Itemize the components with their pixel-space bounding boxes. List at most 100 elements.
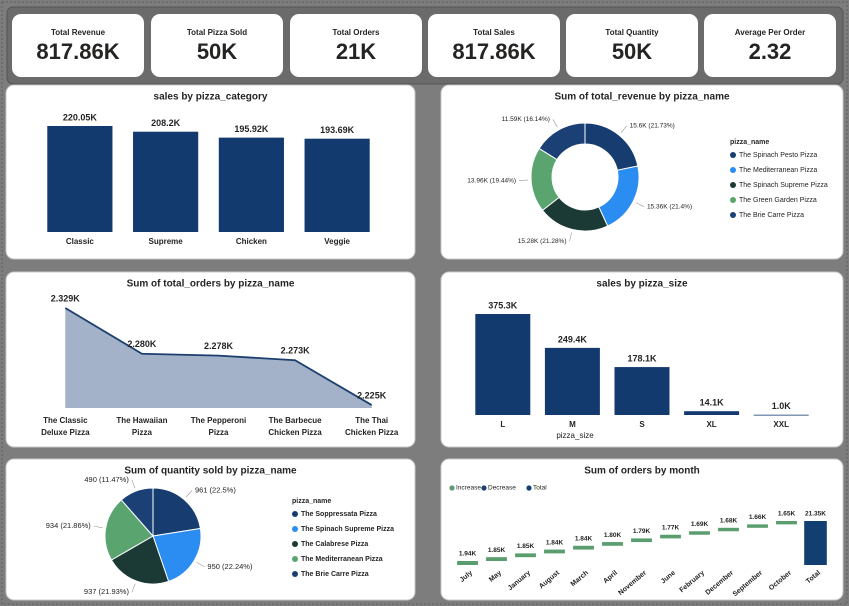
step-bar	[747, 524, 768, 528]
legend-swatch	[730, 197, 736, 203]
legend-label: Total	[533, 485, 547, 492]
legend-swatch	[292, 526, 298, 532]
chart-title: Sum of total_revenue by pizza_name	[554, 92, 729, 103]
bar	[133, 131, 199, 232]
chart-title: sales by pizza_category	[154, 92, 268, 103]
step-bar	[631, 538, 652, 543]
chart-title: Sum of quantity sold by pizza_name	[124, 466, 297, 477]
leader-line	[93, 525, 103, 529]
chart-title: Sum of total_orders by pizza_name	[127, 279, 295, 290]
kpi-value: 817.86K	[452, 39, 535, 64]
bar	[47, 126, 113, 232]
leader-line	[569, 232, 572, 242]
slice	[120, 487, 154, 538]
leader-line	[196, 562, 205, 568]
slice	[110, 535, 170, 585]
step-bar	[515, 553, 536, 558]
data-label: 934 (21.86%)	[46, 521, 92, 530]
data-label: 375.3K	[488, 300, 518, 310]
step-bar	[573, 545, 594, 550]
data-label: 195.92K	[234, 124, 269, 134]
legend-swatch	[481, 485, 487, 491]
kpi-value: 50K	[197, 39, 237, 64]
bar	[753, 414, 809, 416]
legend-label: Decrease	[488, 485, 516, 492]
data-label: 1.68K	[720, 518, 738, 525]
kpi-value: 50K	[612, 39, 652, 64]
legend-label: The Spinach Supreme Pizza	[301, 526, 394, 533]
legend-swatch	[730, 182, 736, 188]
bar	[304, 138, 370, 232]
legend-label: The Spinach Pesto Pizza	[739, 152, 817, 159]
kpi-title: Total Sales	[473, 28, 515, 37]
step-bar	[776, 520, 797, 525]
legend-label: The Soppressata Pizza	[301, 511, 377, 518]
data-label: 1.80K	[604, 532, 622, 539]
x-tick-label: Chicken	[236, 237, 267, 246]
legend-swatch	[526, 485, 532, 491]
kpi-value: 817.86K	[36, 39, 119, 64]
x-tick-label: The Classic Deluxe Pizza	[41, 416, 90, 437]
data-label: 208.2K	[151, 118, 181, 128]
legend-label: The Spinach Supreme Pizza	[739, 182, 828, 189]
legend-label: The Mediterranean Pizza	[739, 167, 817, 174]
legend-title: pizza_name	[730, 139, 769, 146]
chart-title: Sum of orders by month	[584, 466, 700, 477]
slice	[538, 122, 586, 161]
data-label: 13.96K (19.44%)	[467, 177, 516, 184]
x-tick-label: The Barbecue Chicken Pizza	[268, 416, 322, 437]
x-tick-label: XXL	[773, 420, 789, 429]
step-bar	[718, 527, 739, 532]
data-label: 950 (22.24%)	[207, 562, 253, 571]
bar	[614, 367, 670, 415]
bar	[218, 137, 284, 232]
legend-swatch	[292, 511, 298, 517]
data-label: 15.6K (21.73%)	[630, 123, 675, 130]
legend-swatch	[292, 556, 298, 562]
x-tick-label: XL	[706, 420, 716, 429]
kpi-title: Total Quantity	[605, 28, 659, 37]
data-label: 21.35K	[805, 511, 826, 518]
x-tick-label: L	[500, 420, 505, 429]
x-tick-label: M	[569, 420, 576, 429]
data-label: 1.69K	[691, 521, 709, 528]
x-tick-label: The Hawaiian Pizza	[116, 416, 167, 437]
data-label: 961 (22.5%)	[195, 485, 236, 494]
bar	[475, 314, 531, 415]
data-label: 220.05K	[63, 112, 98, 122]
data-label: 1.84K	[546, 539, 564, 546]
data-label: 1.79K	[633, 528, 651, 535]
legend-label: The Green Garden Pizza	[739, 197, 817, 204]
x-tick-label: The Thai Chicken Pizza	[345, 416, 399, 437]
step-bar	[660, 534, 681, 539]
bar	[684, 411, 740, 415]
chart-title: sales by pizza_size	[596, 279, 688, 290]
legend-label: The Calabrese Pizza	[301, 541, 368, 548]
data-label: 11.59K (16.14%)	[502, 116, 550, 123]
x-tick-label: Supreme	[149, 237, 184, 246]
bar	[544, 347, 600, 415]
kpi-value: 21K	[336, 39, 376, 64]
data-label: 193.69K	[320, 125, 355, 135]
data-label: 249.4K	[558, 334, 588, 344]
kpi-card	[12, 14, 144, 77]
slice	[104, 499, 154, 561]
data-label: 1.85K	[488, 547, 506, 554]
legend-label: Increase	[456, 485, 481, 492]
data-label: 1.66K	[749, 514, 767, 521]
kpi-title: Total Revenue	[51, 28, 106, 37]
legend-swatch	[730, 212, 736, 218]
kpi-card	[704, 14, 836, 77]
kpi-card	[290, 14, 422, 77]
legend-swatch	[292, 541, 298, 547]
x-tick-label: Veggie	[324, 237, 350, 246]
data-label: 178.1K	[627, 353, 657, 363]
data-label: 490 (11.47%)	[84, 475, 129, 484]
kpi-title: Total Orders	[333, 28, 381, 37]
kpi-title: Total Pizza Sold	[187, 28, 247, 37]
kpi-card	[151, 14, 283, 77]
data-label: 1.84K	[575, 536, 593, 543]
legend-label: The Brie Carre Pizza	[301, 571, 369, 578]
